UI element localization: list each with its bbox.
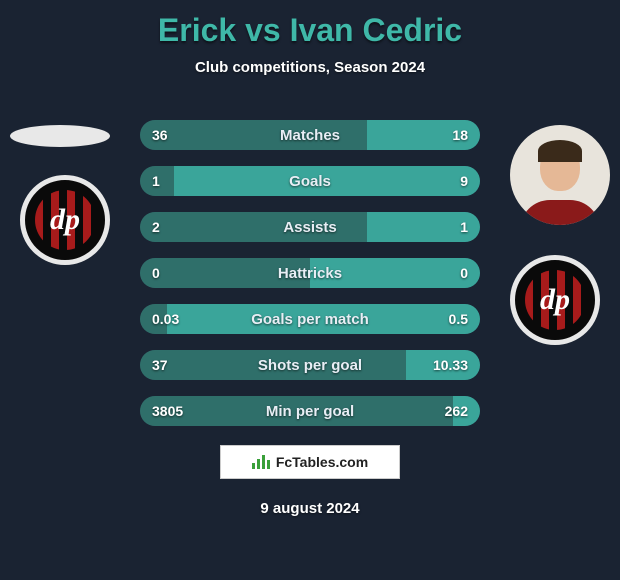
stat-value-p2: 0 [460, 258, 468, 288]
stat-label: Goals [140, 166, 480, 196]
player1-avatar-placeholder [10, 125, 110, 147]
stat-value-p2: 10.33 [433, 350, 468, 380]
stat-value-p2: 18 [452, 120, 468, 150]
player1-club-badge: dp [20, 175, 110, 265]
stat-label: Assists [140, 212, 480, 242]
stat-row: 1 Goals 9 [140, 166, 480, 196]
stat-value-p2: 9 [460, 166, 468, 196]
player2-avatar [510, 125, 610, 225]
stat-label: Shots per goal [140, 350, 480, 380]
stat-row: 2 Assists 1 [140, 212, 480, 242]
stat-value-p2: 1 [460, 212, 468, 242]
stat-label: Goals per match [140, 304, 480, 334]
fctables-watermark: FcTables.com [220, 445, 400, 479]
stat-row: 3805 Min per goal 262 [140, 396, 480, 426]
stat-row: 0 Hattricks 0 [140, 258, 480, 288]
stat-value-p2: 0.5 [449, 304, 468, 334]
fctables-logo-icon [252, 455, 270, 469]
stat-row: 36 Matches 18 [140, 120, 480, 150]
stats-comparison: 36 Matches 18 1 Goals 9 2 Assists 1 0 Ha… [140, 120, 480, 442]
page-title: Erick vs Ivan Cedric [0, 0, 620, 49]
stat-label: Min per goal [140, 396, 480, 426]
stat-row: 0.03 Goals per match 0.5 [140, 304, 480, 334]
stat-value-p2: 262 [445, 396, 468, 426]
subtitle: Club competitions, Season 2024 [0, 59, 620, 76]
fctables-label: FcTables.com [276, 454, 368, 470]
stat-label: Hattricks [140, 258, 480, 288]
stat-row: 37 Shots per goal 10.33 [140, 350, 480, 380]
stat-label: Matches [140, 120, 480, 150]
player2-club-badge: dp [510, 255, 600, 345]
infographic-date: 9 august 2024 [0, 500, 620, 517]
